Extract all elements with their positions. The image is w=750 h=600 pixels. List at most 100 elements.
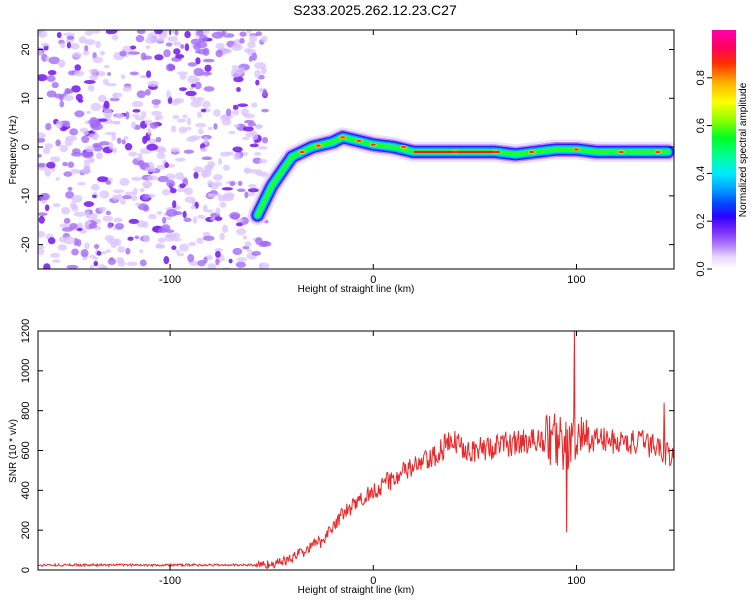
x-tick-label: 100 — [567, 274, 585, 286]
noise-blob — [102, 215, 114, 222]
noise-blob — [207, 180, 214, 187]
noise-blob — [189, 135, 201, 141]
track-hotspot — [340, 136, 346, 139]
noise-blob — [112, 92, 118, 100]
noise-blob — [100, 266, 108, 269]
noise-blob — [71, 204, 79, 212]
noise-blob — [207, 193, 217, 198]
noise-blob — [184, 30, 191, 39]
noise-blob — [56, 31, 62, 39]
noise-blob — [139, 259, 147, 267]
track-hotspot — [655, 150, 661, 154]
noise-blob — [236, 86, 241, 92]
noise-blob — [38, 244, 45, 250]
noise-blob — [119, 50, 127, 57]
noise-blob — [55, 120, 63, 129]
noise-blob — [169, 187, 177, 194]
noise-blob — [231, 64, 239, 71]
y-tick-label: 1000 — [20, 359, 32, 383]
noise-blob — [96, 250, 102, 256]
noise-blob — [88, 223, 98, 229]
noise-blob — [99, 190, 110, 199]
noise-blob — [131, 176, 143, 181]
noise-blob — [201, 100, 211, 108]
noise-blob — [157, 237, 166, 243]
noise-blob — [84, 30, 94, 36]
noise-blob — [242, 235, 248, 240]
noise-blob — [77, 181, 86, 186]
noise-blob — [85, 210, 90, 219]
noise-blob — [48, 56, 60, 65]
noise-blob — [236, 188, 246, 193]
noise-blob — [104, 131, 117, 136]
colorbar-ticks: 0.0 0.2 0.4 0.6 0.8 — [695, 70, 712, 277]
noise-blob — [204, 164, 214, 170]
noise-blob — [248, 183, 257, 189]
noise-blob — [136, 90, 146, 99]
noise-blob — [61, 227, 74, 232]
noise-blob — [91, 183, 100, 191]
noise-blob — [259, 171, 269, 178]
noise-blob — [242, 126, 254, 132]
noise-blob — [261, 108, 269, 113]
noise-blob — [203, 136, 208, 145]
noise-blob — [229, 181, 236, 187]
noise-blob — [243, 113, 255, 119]
noise-blob — [98, 141, 111, 146]
noise-blob — [222, 48, 233, 54]
noise-blob — [92, 143, 101, 148]
noise-blob — [96, 176, 109, 183]
noise-blob — [225, 108, 232, 117]
noise-blob — [215, 258, 220, 266]
colorbar: 0.0 0.2 0.4 0.6 0.8 Normalized spectral ampl… — [695, 30, 749, 277]
noise-blob — [132, 108, 141, 113]
noise-blob — [157, 175, 169, 183]
noise-blob — [107, 258, 117, 265]
noise-blob — [183, 217, 192, 222]
noise-blob — [63, 236, 75, 245]
noise-blob — [147, 127, 152, 136]
noise-blob — [130, 195, 138, 201]
noise-blob — [123, 135, 129, 140]
noise-blob — [187, 253, 195, 263]
noise-blob — [176, 118, 187, 123]
noise-blob — [58, 59, 66, 68]
chart-title: S233.2025.262.12.23.C27 — [293, 2, 457, 18]
noise-blob — [194, 81, 202, 90]
noise-blob — [202, 47, 210, 56]
noise-blob — [129, 71, 139, 76]
noise-blob — [98, 206, 107, 212]
noise-blob — [86, 110, 91, 115]
noise-blob — [172, 200, 177, 209]
x-tick-label: 0 — [370, 575, 376, 587]
noise-blob — [156, 152, 166, 160]
noise-blob — [179, 73, 187, 80]
noise-blob — [107, 72, 112, 76]
noise-blob — [251, 52, 258, 61]
noise-blob — [93, 260, 99, 267]
noise-blob — [131, 113, 140, 118]
noise-blob — [213, 123, 218, 130]
noise-blob — [76, 222, 83, 227]
noise-blob — [248, 34, 258, 43]
noise-blob — [207, 126, 213, 131]
noise-blob — [240, 216, 249, 225]
colorbar-gradient — [712, 30, 736, 269]
noise-blob — [139, 249, 144, 254]
noise-blob — [255, 124, 263, 130]
noise-blob — [142, 194, 150, 201]
noise-blob — [44, 143, 53, 150]
noise-blob — [82, 50, 90, 56]
noise-blob — [81, 150, 94, 159]
y-tick-label: 800 — [20, 401, 32, 419]
noise-blob — [62, 161, 68, 167]
noise-blob — [172, 41, 182, 46]
noise-blob — [161, 216, 167, 224]
noise-blob — [170, 147, 181, 153]
noise-blob — [244, 168, 252, 173]
noise-blob — [221, 114, 234, 119]
y-tick-label: 0 — [20, 144, 32, 150]
noise-blob — [145, 166, 157, 173]
noise-blob — [71, 194, 83, 203]
noise-blob — [139, 188, 145, 193]
